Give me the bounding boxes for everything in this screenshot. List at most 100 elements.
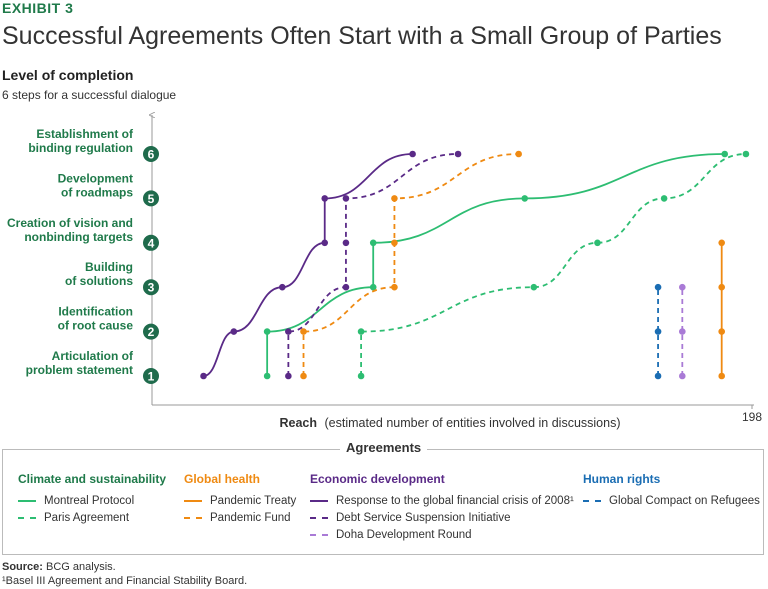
data-point-pandemic-fund — [300, 328, 307, 335]
step-label-2: Identification — [58, 305, 133, 319]
data-point-debt-service-suspension-initiative — [285, 372, 292, 380]
data-point-response-to-the-global-financial-crisis-of-2008 — [321, 239, 329, 247]
footnote: ¹Basel III Agreement and Financial Stabi… — [2, 575, 248, 587]
y-axis-subtitle: 6 steps for a successful dialogue — [2, 88, 177, 102]
step-label-6: Establishment of — [36, 127, 134, 141]
data-point-paris-agreement — [530, 283, 538, 291]
legend-title: Agreements — [340, 440, 428, 455]
data-point-paris-agreement — [357, 328, 365, 335]
step-badge-5 — [143, 190, 159, 207]
exhibit-label: EXHIBIT 3 — [2, 0, 74, 16]
legend-swatch — [184, 500, 202, 502]
legend-item-label: Global Compact on Refugees — [609, 495, 760, 507]
series-line-paris-agreement — [360, 153, 746, 376]
step-badge-number: 5 — [148, 192, 155, 206]
legend-swatch — [184, 517, 202, 519]
data-point-debt-service-suspension-initiative — [342, 195, 350, 202]
legend-item: Doha Development Round — [310, 529, 472, 541]
legend-group-heading: Climate and sustainability — [18, 472, 167, 486]
source-note: Source: BCG analysis. — [2, 561, 116, 573]
legend-group-heading: Global health — [184, 472, 261, 486]
legend-swatch — [310, 534, 328, 536]
series-line-pandemic-fund — [302, 153, 519, 376]
series-line-montreal-protocol — [266, 153, 725, 376]
data-point-pandemic-fund — [391, 283, 398, 291]
legend-item-label: Debt Service Suspension Initiative — [336, 512, 511, 524]
legend-item: Debt Service Suspension Initiative — [310, 512, 511, 524]
legend-item-label: Pandemic Fund — [210, 512, 291, 524]
step-label-5: of roadmaps — [61, 185, 133, 199]
legend-group-heading: Human rights — [583, 472, 661, 486]
data-point-paris-agreement — [594, 239, 601, 247]
data-point-pandemic-treaty — [718, 239, 725, 247]
step-badge-number: 4 — [148, 236, 155, 250]
step-badge-3 — [143, 279, 159, 296]
data-point-doha-development-round — [679, 372, 686, 380]
x-axis-label: Reach (estimated number of entities invo… — [280, 416, 621, 430]
data-point-paris-agreement — [660, 195, 668, 202]
data-point-pandemic-treaty — [718, 328, 725, 335]
step-badge-number: 1 — [148, 370, 155, 384]
data-point-montreal-protocol — [721, 150, 729, 158]
data-point-pandemic-fund — [391, 239, 398, 247]
step-badge-number: 2 — [148, 325, 155, 339]
legend-swatch — [310, 517, 328, 519]
source-label: Source: — [2, 561, 43, 573]
legend-item: Montreal Protocol — [18, 495, 134, 507]
source-text: BCG analysis. — [42, 561, 116, 573]
x-axis-label-bold: Reach — [280, 416, 318, 430]
data-point-response-to-the-global-financial-crisis-of-2008 — [409, 150, 416, 158]
step-badge-4 — [143, 234, 159, 251]
chart-title: Successful Agreements Often Start with a… — [2, 22, 722, 50]
legend-item: Global Compact on Refugees — [583, 495, 760, 507]
x-axis-label-rest: (estimated number of entities involved i… — [325, 416, 621, 430]
step-label-4: Creation of vision and — [7, 216, 133, 230]
series-line-debt-service-suspension-initiative — [287, 153, 459, 376]
data-point-debt-service-suspension-initiative — [342, 239, 350, 247]
legend-swatch — [18, 500, 36, 502]
step-badge-2 — [143, 323, 159, 340]
step-badge-number: 3 — [148, 281, 155, 295]
data-point-paris-agreement — [742, 150, 750, 158]
legend-item-label: Doha Development Round — [336, 529, 472, 541]
series-line-response-to-the-global-financial-crisis-of-2008 — [203, 153, 413, 377]
data-point-debt-service-suspension-initiative — [342, 283, 350, 291]
data-point-pandemic-treaty — [718, 372, 725, 380]
data-point-pandemic-fund — [391, 195, 398, 202]
legend-swatch — [18, 517, 36, 519]
data-point-debt-service-suspension-initiative — [454, 150, 462, 158]
data-point-debt-service-suspension-initiative — [285, 328, 292, 335]
legend-item: Paris Agreement — [18, 512, 129, 524]
legend-item-label: Paris Agreement — [44, 512, 130, 524]
data-point-global-compact-on-refugees — [654, 328, 662, 335]
legend-item-label: Montreal Protocol — [44, 495, 135, 507]
data-point-global-compact-on-refugees — [654, 372, 662, 380]
data-point-montreal-protocol — [369, 283, 377, 291]
data-point-montreal-protocol — [263, 328, 271, 335]
data-point-pandemic-treaty — [718, 283, 725, 291]
legend-item-label: Pandemic Treaty — [210, 495, 297, 507]
data-point-montreal-protocol — [369, 239, 377, 247]
data-point-pandemic-fund — [300, 372, 307, 380]
step-label-2: of root cause — [58, 319, 134, 333]
data-point-paris-agreement — [357, 372, 365, 380]
step-badge-6 — [143, 146, 159, 162]
data-point-montreal-protocol — [521, 195, 529, 202]
data-point-response-to-the-global-financial-crisis-of-2008 — [321, 195, 329, 202]
step-label-3: Building — [85, 260, 133, 274]
legend-swatch — [583, 500, 601, 502]
step-badge-number: 6 — [148, 148, 155, 162]
legend-item: Pandemic Treaty — [184, 495, 296, 507]
legend-swatch — [310, 500, 328, 502]
data-point-response-to-the-global-financial-crisis-of-2008 — [230, 328, 238, 335]
legend-item-label: Response to the global financial crisis … — [336, 495, 574, 507]
step-badge-1 — [143, 368, 159, 384]
legend-group-heading: Economic development — [310, 472, 445, 486]
step-label-1: problem statement — [26, 363, 133, 377]
step-label-1: Articulation of — [52, 349, 134, 363]
step-label-6: binding regulation — [28, 141, 133, 155]
data-point-doha-development-round — [679, 283, 686, 291]
legend-item: Pandemic Fund — [184, 512, 291, 524]
step-label-4: nonbinding targets — [24, 230, 133, 244]
